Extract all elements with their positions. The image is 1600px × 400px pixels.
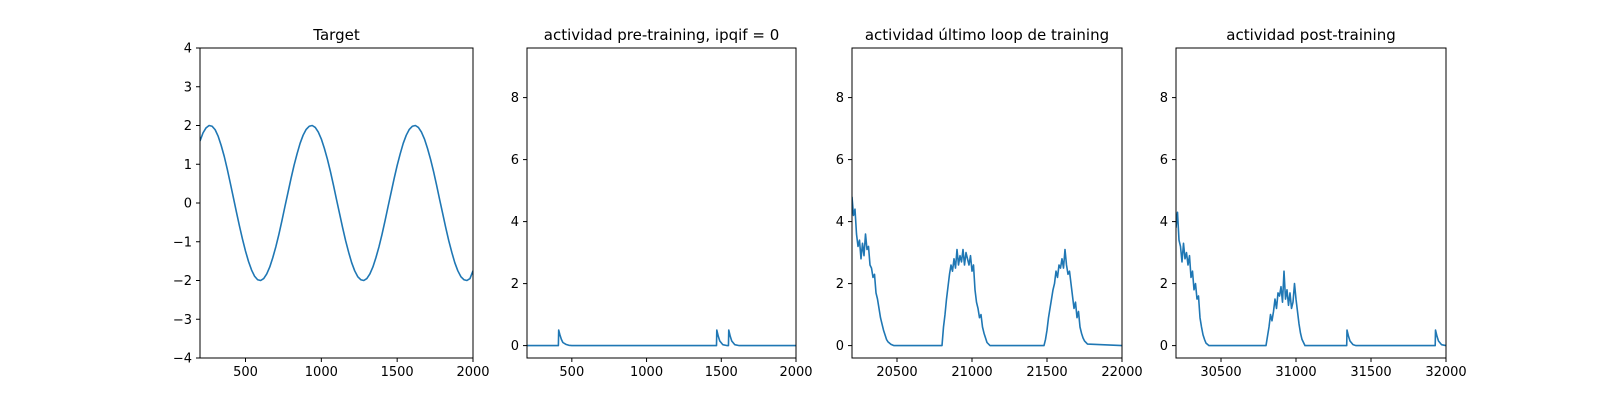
x-tick-label: 1500 (705, 365, 738, 380)
x-tick-label: 500 (559, 365, 584, 380)
y-tick-label: 4 (511, 215, 519, 230)
x-tick-label: 1000 (630, 365, 663, 380)
y-tick-label: 1 (184, 158, 192, 173)
subplot-3: actividad último loop de training 20500 21… (836, 26, 1143, 380)
y-tick-label: 6 (836, 153, 844, 168)
x-tick-label: 31500 (1350, 365, 1391, 380)
x-tick-label: 21000 (951, 365, 992, 380)
x-tick-label: 32000 (1425, 365, 1466, 380)
x-tick-label: 1000 (305, 365, 338, 380)
series-line-training (852, 196, 1122, 347)
y-tick-label: 4 (1160, 215, 1168, 230)
y-tick-label: 4 (184, 42, 192, 57)
x-tick-label: 31000 (1275, 365, 1316, 380)
series-line-pre-training (527, 329, 796, 347)
chart-title: actividad post-training (1226, 26, 1395, 44)
plot-frame (851, 47, 1123, 359)
subplot-1: Target 500 1000 1500 2000 −4 −3 −2 −1 0 1 2 3 4 (173, 26, 490, 380)
x-tick-label: 2000 (779, 365, 812, 380)
y-tick-label: −4 (173, 352, 192, 367)
y-tick-label: 2 (184, 119, 192, 134)
chart-title: Target (312, 26, 360, 44)
y-tick-label: 6 (511, 153, 519, 168)
y-tick-label: 0 (836, 339, 844, 354)
y-tick-label: 2 (836, 277, 844, 292)
y-tick-label: 4 (836, 215, 844, 230)
y-tick-label: 8 (1160, 91, 1168, 106)
y-tick-label: 3 (184, 80, 192, 95)
series-line-target (200, 124, 473, 282)
subplot-2: actividad pre-training, ipqif = 0 500 1000… (511, 26, 813, 380)
y-tick-label: −1 (173, 235, 192, 250)
chart-title: actividad pre-training, ipqif = 0 (544, 26, 780, 44)
x-tick-label: 22000 (1101, 365, 1142, 380)
chart-title: actividad último loop de training (865, 26, 1109, 44)
y-tick-label: 0 (184, 197, 192, 212)
subplot-4: actividad post-training 30500 31000 31500 32… (1160, 26, 1467, 380)
y-tick-label: 2 (511, 277, 519, 292)
y-tick-label: 2 (1160, 277, 1168, 292)
x-tick-label: 21500 (1026, 365, 1067, 380)
x-tick-label: 30500 (1200, 365, 1241, 380)
plot-frame (1175, 47, 1447, 359)
y-tick-label: 0 (1160, 339, 1168, 354)
x-tick-label: 2000 (456, 365, 489, 380)
x-tick-label: 500 (233, 365, 258, 380)
y-tick-label: 8 (836, 91, 844, 106)
y-tick-label: −3 (173, 313, 192, 328)
plot-frame (526, 47, 797, 359)
y-tick-label: 6 (1160, 153, 1168, 168)
x-tick-label: 20500 (876, 365, 917, 380)
y-tick-label: 8 (511, 91, 519, 106)
y-tick-label: 0 (511, 339, 519, 354)
x-tick-label: 1500 (381, 365, 414, 380)
series-line-post-training (1176, 211, 1446, 347)
y-tick-label: −2 (173, 274, 192, 289)
